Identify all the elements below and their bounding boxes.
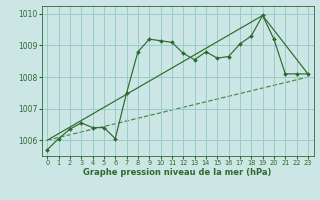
X-axis label: Graphe pression niveau de la mer (hPa): Graphe pression niveau de la mer (hPa) <box>84 168 272 177</box>
